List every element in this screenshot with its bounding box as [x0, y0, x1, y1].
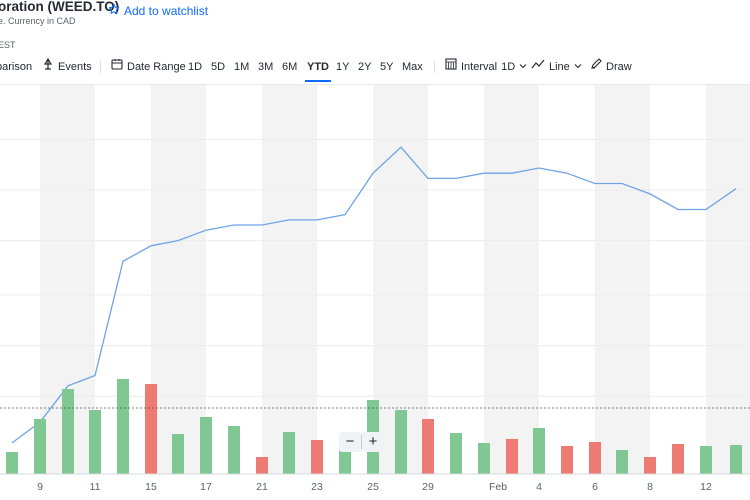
- x-tick-label: 8: [647, 481, 653, 493]
- currency-note: e. Currency in CAD: [0, 16, 76, 26]
- x-tick-label: 17: [200, 481, 212, 493]
- toolbar-divider-line: [0, 84, 750, 85]
- volume-bar: [478, 443, 490, 474]
- x-tick-label: 21: [256, 481, 268, 493]
- range-5d-button[interactable]: 5D: [211, 61, 226, 73]
- volume-bar: [730, 445, 742, 474]
- comparison-button[interactable]: parison: [0, 58, 32, 76]
- interval-label: Interval: [461, 61, 498, 73]
- volume-bar: [700, 446, 712, 474]
- volume-bar: [422, 419, 434, 474]
- chevron-down-icon: [519, 58, 527, 76]
- zoom-controls: − +: [339, 432, 384, 452]
- zoom-in-button[interactable]: +: [368, 433, 378, 450]
- chart-toolbar: parison Events Date Range 1D 5D 1M 3M 6M…: [0, 57, 750, 82]
- events-label: Events: [58, 61, 92, 73]
- interval-selector[interactable]: Interval 1D: [445, 58, 527, 76]
- volume-bar: [311, 440, 323, 474]
- interval-value: 1D: [501, 61, 516, 73]
- chart-type-label: Line: [549, 61, 570, 73]
- weekend-band: [151, 85, 206, 474]
- weekend-band: [373, 85, 428, 474]
- x-tick-label: 6: [592, 481, 598, 493]
- volume-bar: [339, 449, 351, 474]
- x-tick-label: 9: [37, 481, 43, 493]
- x-tick-label: 23: [311, 481, 323, 493]
- date-range-label: Date Range: [127, 61, 186, 73]
- weekend-band: [706, 85, 750, 474]
- x-tick-label: 29: [422, 481, 434, 493]
- range-2y-button[interactable]: 2Y: [358, 61, 372, 73]
- x-tick-label: Feb: [489, 481, 507, 493]
- pencil-icon: [590, 58, 602, 76]
- add-to-watchlist-button[interactable]: Add to watchlist: [108, 2, 208, 20]
- stock-title: oration (WEED.TO): [0, 0, 120, 14]
- x-tick-label: 11: [90, 481, 101, 493]
- zoom-divider: [361, 435, 362, 449]
- range-1d-button[interactable]: 1D: [188, 61, 203, 73]
- volume-bar: [561, 446, 573, 474]
- price-line: [11, 146, 737, 444]
- volume-bar: [283, 432, 295, 474]
- x-tick-label: 4: [536, 481, 542, 493]
- chevron-down-icon: [574, 58, 582, 76]
- x-tick-label: 12: [700, 481, 712, 493]
- range-ytd-button[interactable]: YTD: [305, 58, 331, 82]
- toolbar-divider: [434, 61, 435, 73]
- timezone-label: EST: [0, 40, 16, 50]
- range-max-button[interactable]: Max: [402, 61, 423, 73]
- volume-bar: [117, 379, 129, 474]
- watchlist-label: Add to watchlist: [124, 4, 209, 18]
- weekend-band: [595, 85, 650, 474]
- price-chart[interactable]: 9 11 15 17 21 23 25 29 Feb 4 6 8 12: [0, 85, 750, 500]
- x-tick-label: 25: [367, 481, 379, 493]
- range-3m-button[interactable]: 3M: [258, 61, 274, 73]
- weekend-band: [262, 85, 317, 474]
- zoom-out-button[interactable]: −: [345, 433, 355, 450]
- volume-bar: [395, 410, 407, 474]
- volume-bar: [616, 450, 628, 474]
- calendar-icon: [111, 58, 123, 76]
- toolbar-divider: [100, 61, 101, 73]
- events-button[interactable]: Events: [42, 57, 92, 76]
- volume-bar: [256, 457, 268, 474]
- volume-bar: [172, 434, 184, 474]
- quote-header: oration (WEED.TO) Add to watchlist e. Cu…: [0, 0, 750, 56]
- volume-bar: [62, 389, 74, 474]
- volume-bar: [450, 433, 462, 474]
- volume-bar: [200, 417, 212, 474]
- volume-bar: [6, 452, 18, 474]
- chart-type-selector[interactable]: Line: [531, 58, 582, 76]
- draw-label: Draw: [606, 61, 632, 73]
- range-1y-button[interactable]: 1Y: [336, 61, 350, 73]
- volume-bar: [34, 419, 46, 474]
- volume-bar: [506, 439, 518, 474]
- range-1m-button[interactable]: 1M: [234, 61, 250, 73]
- x-tick-label: 15: [145, 481, 157, 493]
- volume-bar: [589, 442, 601, 474]
- volume-bar: [533, 428, 545, 474]
- range-6m-button[interactable]: 6M: [282, 61, 298, 73]
- events-icon: [42, 57, 54, 76]
- date-range-button[interactable]: Date Range: [111, 58, 186, 76]
- range-5y-button[interactable]: 5Y: [380, 61, 394, 73]
- volume-bar: [228, 426, 240, 474]
- comparison-label: parison: [0, 61, 33, 73]
- volume-bar: [89, 410, 101, 474]
- volume-bar: [145, 384, 157, 474]
- line-chart-icon: [531, 58, 545, 76]
- draw-button[interactable]: Draw: [590, 58, 632, 76]
- interval-icon: [445, 58, 457, 76]
- volume-bar: [644, 457, 656, 474]
- star-outline-icon: [108, 2, 120, 20]
- weekend-band: [484, 85, 539, 474]
- volume-bar: [672, 444, 684, 474]
